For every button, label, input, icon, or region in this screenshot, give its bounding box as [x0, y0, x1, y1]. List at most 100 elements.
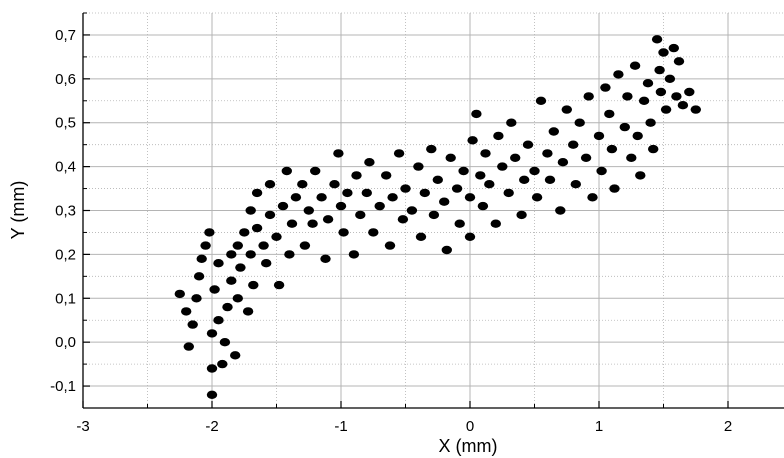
data-point	[635, 171, 646, 180]
data-point	[232, 294, 243, 303]
data-point	[519, 175, 530, 184]
data-point	[335, 201, 347, 211]
data-point	[555, 206, 566, 215]
x-tick-labels: -3 -2 -1 0 1 2	[76, 418, 732, 435]
data-point	[290, 193, 302, 202]
data-point	[475, 171, 486, 180]
y-tick-label: 0,4	[55, 159, 76, 176]
data-point	[230, 351, 241, 360]
data-point	[316, 193, 327, 202]
data-point	[484, 180, 495, 189]
data-point	[329, 180, 340, 189]
data-point	[213, 259, 224, 268]
data-point	[531, 193, 543, 202]
y-tick-label: 0,1	[55, 290, 76, 307]
data-point	[544, 175, 556, 184]
data-point	[384, 241, 396, 250]
data-points	[174, 35, 701, 399]
data-point	[400, 184, 411, 193]
x-tick-label: 2	[724, 418, 732, 435]
data-point	[206, 329, 218, 338]
data-point	[445, 153, 456, 162]
data-point	[638, 96, 650, 106]
data-point	[381, 171, 392, 180]
data-point	[348, 250, 360, 259]
data-point	[658, 48, 669, 57]
data-point	[642, 79, 654, 88]
data-point	[626, 153, 637, 162]
data-point	[219, 338, 231, 347]
data-point	[226, 250, 237, 259]
data-point	[264, 180, 276, 189]
data-point	[226, 276, 237, 285]
data-point	[664, 74, 676, 84]
data-point	[426, 144, 437, 154]
data-point	[251, 223, 263, 233]
data-point	[645, 118, 656, 127]
data-point	[467, 136, 478, 145]
data-point	[490, 219, 501, 228]
data-point	[506, 118, 517, 127]
data-point	[497, 162, 508, 171]
data-point	[439, 197, 450, 206]
data-point	[651, 35, 663, 44]
data-point	[217, 359, 228, 369]
data-point	[493, 131, 504, 141]
data-point	[406, 206, 418, 215]
data-point	[322, 215, 334, 224]
data-point	[480, 149, 491, 158]
data-point	[668, 43, 679, 53]
data-point	[258, 241, 269, 250]
data-point	[248, 280, 259, 290]
data-point	[629, 61, 641, 70]
data-point	[187, 320, 198, 329]
data-point	[677, 101, 689, 110]
data-point	[655, 87, 667, 97]
data-point	[570, 180, 581, 189]
data-point	[535, 96, 547, 106]
data-point	[690, 105, 701, 114]
data-point	[245, 250, 256, 259]
y-tick-label: 0,5	[55, 115, 76, 132]
y-tick-label: 0,7	[55, 27, 76, 44]
data-point	[454, 219, 465, 228]
y-tick-label: 0,6	[55, 71, 76, 88]
data-point	[286, 219, 298, 228]
data-point	[193, 272, 205, 281]
data-point	[557, 158, 569, 167]
data-point	[516, 210, 527, 220]
data-point	[368, 228, 379, 237]
data-point	[684, 87, 695, 97]
data-point	[273, 280, 285, 290]
x-tick-label: 0	[466, 418, 474, 435]
data-point	[413, 162, 424, 171]
data-point	[242, 307, 254, 316]
data-point	[355, 210, 366, 220]
data-point	[428, 210, 440, 220]
data-point	[574, 118, 585, 127]
data-point	[307, 219, 318, 228]
data-point	[471, 109, 482, 119]
data-point	[619, 122, 630, 132]
data-point	[596, 166, 607, 176]
data-point	[673, 57, 685, 66]
data-point	[239, 228, 250, 237]
data-point	[361, 188, 372, 198]
data-point	[364, 158, 375, 167]
data-point	[264, 210, 276, 220]
data-point	[232, 241, 243, 250]
data-point	[303, 206, 314, 215]
y-axis-label: Y (mm)	[8, 181, 28, 240]
y-tick-label: 0,2	[55, 246, 76, 263]
data-point	[338, 228, 349, 237]
data-point	[587, 193, 598, 202]
data-point	[206, 364, 218, 373]
data-point	[604, 109, 615, 119]
data-point	[580, 153, 592, 162]
data-point	[397, 215, 409, 224]
x-axis-label: X (mm)	[439, 436, 498, 456]
data-point	[419, 188, 430, 198]
data-point	[522, 140, 534, 149]
data-point	[261, 259, 272, 268]
